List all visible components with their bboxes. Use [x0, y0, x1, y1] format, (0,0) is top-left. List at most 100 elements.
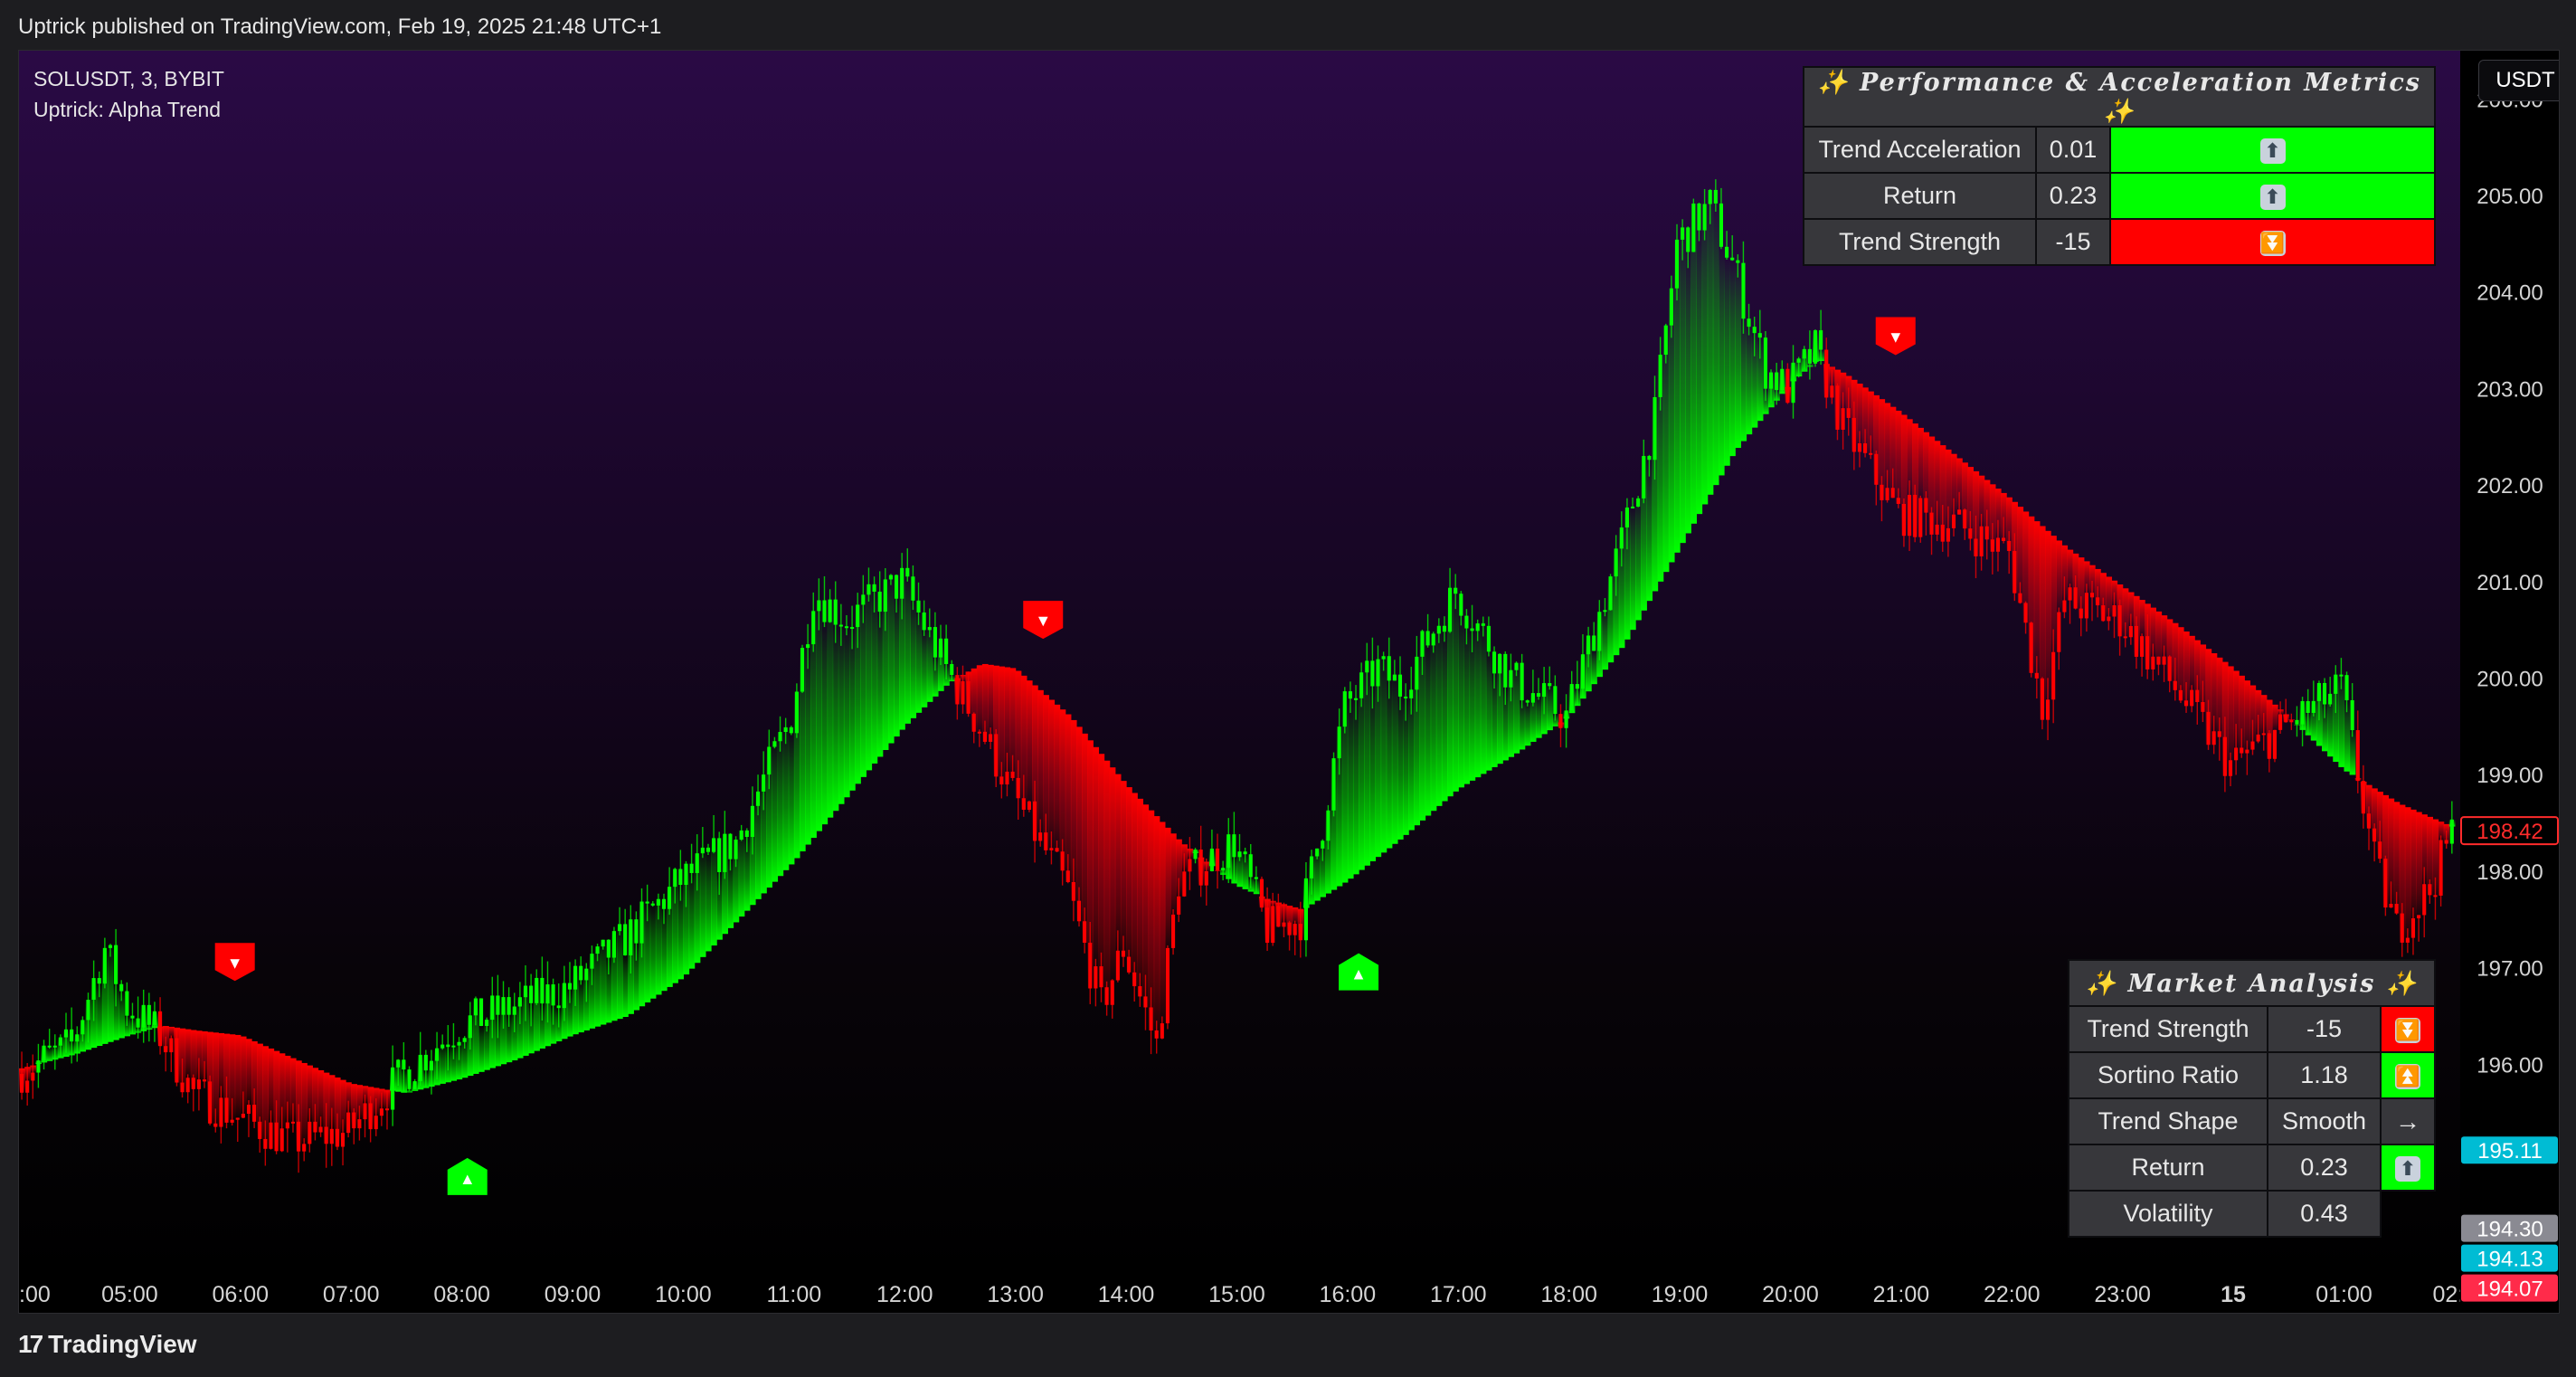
candle-body: [202, 1079, 207, 1082]
candle-body: [1071, 882, 1075, 901]
trend-fill: [1729, 260, 1736, 457]
candle-body: [772, 741, 777, 747]
indicator-label[interactable]: Uptrick: Alpha Trend: [33, 98, 222, 121]
price-label-box: [2461, 1214, 2558, 1242]
buy-signal-label: ▲: [1350, 965, 1367, 983]
symbol-label[interactable]: SOLUSDT, 3, BYBIT: [33, 67, 224, 90]
candle-body: [58, 1037, 62, 1046]
price-label-box: [2461, 1274, 2558, 1302]
chart-legend: SOLUSDT, 3, BYBIT Uptrick: Alpha Trend: [33, 63, 224, 125]
trend-fill: [1386, 680, 1393, 849]
candle-body: [2045, 699, 2050, 720]
candle-body: [374, 1116, 378, 1130]
candle-body: [1326, 810, 1331, 841]
candle-body: [1575, 684, 1579, 689]
time-tick-label: 06:00: [213, 1282, 270, 1307]
candle-body: [147, 1004, 151, 1025]
candle-body: [961, 680, 965, 705]
trend-fill: [317, 1069, 325, 1127]
candle-body: [246, 1105, 251, 1115]
candle-body: [1397, 674, 1403, 697]
trend-fill: [2344, 700, 2351, 772]
candle-body: [2029, 622, 2033, 673]
trend-fill: [827, 599, 834, 818]
trend-fill: [622, 954, 629, 1017]
trend-fill: [2410, 809, 2417, 919]
trend-fill: [578, 980, 584, 1033]
candle-body: [1298, 924, 1302, 941]
trend-fill: [2432, 819, 2439, 896]
time-tick-label: 07:00: [323, 1282, 380, 1307]
trend-fill: [1973, 470, 1980, 556]
candle-body: [778, 732, 782, 742]
candle-body: [2156, 656, 2161, 665]
candle-body: [1636, 498, 1641, 507]
price-scale[interactable]: 206.00205.00204.00203.00202.00201.00200.…: [2460, 51, 2559, 1313]
candle-body: [1520, 662, 1524, 701]
trend-fill: [683, 863, 690, 975]
trend-fill: [988, 664, 994, 735]
candle-body: [1065, 870, 1070, 883]
trend-fill: [1120, 781, 1127, 957]
chart-plot-area[interactable]: ▼ ▲ ▼ ▲ ▼ SOLUSDT, 3, BYBIT Uptrick: Alpha T…: [19, 51, 2460, 1277]
candle-body: [1165, 947, 1170, 1024]
candle-body: [883, 579, 887, 613]
trend-fill: [999, 666, 1005, 785]
candle-body: [1785, 368, 1790, 404]
candle-body: [407, 1069, 412, 1089]
trend-fill: [1065, 714, 1072, 883]
market-status-cell: ⏫: [2380, 1051, 2436, 1099]
candle-body: [402, 1059, 406, 1070]
candle-body: [1514, 662, 1519, 670]
metrics-label: Trend Acceleration: [1803, 126, 2037, 174]
trend-fill: [1740, 318, 1747, 442]
trend-fill: [788, 733, 795, 865]
candle-body: [2034, 672, 2039, 679]
candle-body: [950, 664, 954, 676]
trend-fill: [777, 732, 784, 877]
candle-body: [584, 968, 589, 981]
candle-body: [1686, 227, 1690, 252]
candle-body: [70, 1029, 74, 1042]
price-label-text: 194.30: [2477, 1218, 2543, 1242]
candle-body: [1188, 859, 1192, 872]
sell-signal-label: ▼: [1035, 612, 1051, 630]
candle-body: [767, 746, 772, 775]
candle-body: [1857, 443, 1862, 452]
candle-body: [2018, 593, 2022, 603]
trend-fill: [660, 908, 668, 992]
candle-body: [1498, 653, 1502, 674]
trend-fill: [1132, 793, 1138, 987]
trend-fill: [1463, 628, 1471, 784]
trend-fill: [107, 945, 114, 1042]
trend-fill: [899, 567, 905, 730]
candle-body: [762, 774, 766, 792]
arrow-up-icon: ⬆: [2259, 138, 2286, 164]
currency-button[interactable]: USDT: [2478, 60, 2559, 101]
candle-body: [877, 591, 882, 613]
trend-fill: [1994, 489, 2002, 538]
candle-body: [468, 1015, 472, 1039]
candle-body: [324, 1126, 328, 1144]
candle-body: [1819, 330, 1823, 350]
trend-fill: [616, 924, 623, 1020]
market-row: Return 0.23 ⬆: [2068, 1144, 2436, 1192]
price-tick-label: 204.00: [2477, 281, 2543, 306]
candle-body: [136, 1018, 140, 1028]
metrics-value: 0.01: [2035, 126, 2111, 174]
trend-fill: [1391, 674, 1398, 844]
trend-fill: [667, 887, 673, 987]
trend-fill: [866, 584, 873, 771]
trend-fill: [1923, 432, 1930, 513]
candle-body: [1752, 327, 1757, 334]
trend-fill: [1967, 467, 1975, 539]
candle-body: [1901, 503, 1906, 537]
trend-fill: [2033, 521, 2041, 679]
candle-body: [102, 947, 107, 984]
footer-brand[interactable]: 17 TradingView: [18, 1330, 197, 1359]
trend-fill: [1369, 686, 1377, 861]
candle-body: [1243, 851, 1247, 855]
buy-signal-label: ▲: [459, 1170, 476, 1188]
time-axis[interactable]: :00 05:00 06:00 07:00 08:00 09:00 10:00 11:00 12…: [19, 1277, 2460, 1313]
trend-fill: [1718, 246, 1725, 476]
